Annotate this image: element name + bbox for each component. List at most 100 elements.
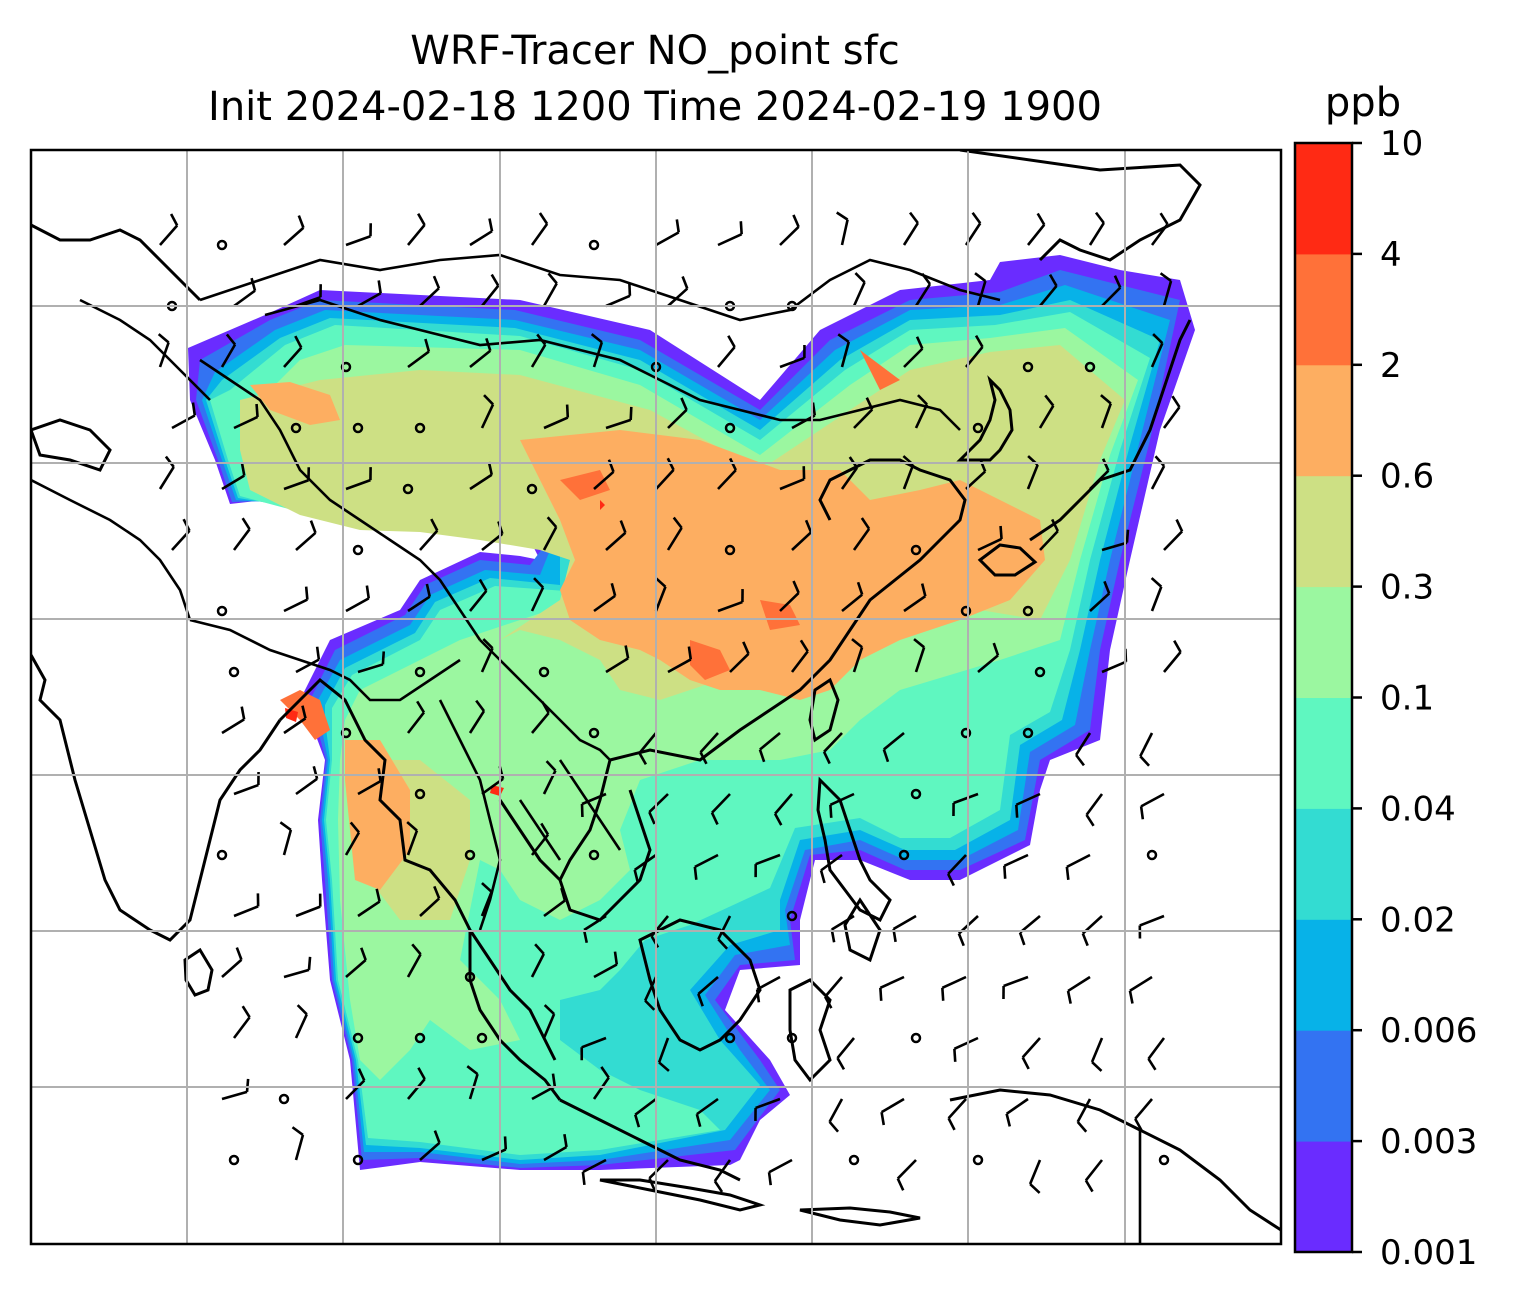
coast-taiwan — [808, 677, 840, 743]
wind-barb — [357, 280, 382, 308]
calm-wind-marker — [538, 666, 550, 678]
wind-barb — [221, 706, 246, 735]
wind-barb — [344, 821, 361, 856]
calm-wind-marker — [216, 849, 228, 861]
wind-barb — [543, 887, 567, 918]
wind-barb — [593, 582, 617, 613]
concentration-field — [188, 255, 1195, 1170]
wind-barb — [965, 458, 987, 490]
calm-wind-marker — [228, 1154, 240, 1166]
wind-barb — [977, 642, 1000, 673]
wind-barb — [717, 915, 732, 950]
wind-barb — [1134, 1098, 1153, 1131]
wind-barb — [1162, 395, 1181, 429]
wind-barb — [531, 1073, 557, 1101]
wind-barb — [419, 518, 439, 551]
colorbar-tick-label: 0.001 — [1380, 1233, 1477, 1273]
wind-barb — [407, 1067, 426, 1100]
wind-barb — [283, 467, 311, 491]
calm-wind-marker — [476, 1032, 488, 1044]
wind-barb — [1038, 394, 1055, 429]
colorbar-segment — [1295, 586, 1352, 698]
calm-wind-marker — [972, 1154, 984, 1166]
wind-barb — [779, 580, 800, 612]
wind-barb — [1162, 640, 1182, 673]
colorbar-tick-label: 0.006 — [1380, 1011, 1477, 1051]
wind-barb — [469, 461, 494, 491]
wind-barb — [283, 215, 305, 246]
wind-barb — [655, 457, 675, 490]
calm-wind-marker — [228, 666, 240, 678]
colorbar-tick-label: 0.02 — [1380, 900, 1456, 940]
wind-barb — [543, 404, 570, 430]
wind-barb — [947, 1098, 967, 1131]
wind-barb — [667, 276, 689, 307]
calm-wind-marker — [724, 544, 736, 556]
wind-barb — [1015, 792, 1041, 818]
wind-barb — [1089, 580, 1111, 612]
wind-barb — [406, 700, 426, 734]
calm-wind-marker — [910, 788, 922, 800]
wind-barb — [481, 1136, 508, 1162]
wind-barb — [977, 525, 1003, 552]
wind-barb — [582, 914, 607, 943]
coast-bay-of-bengal — [278, 677, 562, 1101]
wind-barb — [952, 792, 979, 816]
wind-barb — [851, 638, 864, 673]
wind-barb — [896, 1159, 917, 1191]
wind-barb — [1018, 915, 1041, 946]
wind-barb — [345, 223, 373, 247]
wind-barb — [667, 646, 693, 674]
calm-wind-marker — [216, 239, 228, 251]
wind-barb — [654, 577, 667, 612]
wind-barb — [693, 853, 719, 880]
wind-barb — [822, 732, 843, 765]
wind-barb — [232, 517, 251, 551]
wind-barb — [655, 219, 681, 247]
coast-malay — [468, 929, 557, 1061]
wind-barb — [1005, 1097, 1029, 1127]
chart-title-line2: Init 2024-02-18 1200 Time 2024-02-19 190… — [208, 84, 1102, 130]
wind-barb — [1026, 212, 1046, 246]
calm-wind-marker — [414, 1032, 426, 1044]
coast-central-asia — [31, 418, 112, 472]
wind-barb — [1003, 853, 1029, 879]
wind-barb — [837, 333, 851, 368]
wind-barb — [1138, 914, 1165, 939]
colorbar-segment — [1295, 808, 1352, 920]
wind-barb — [345, 1068, 366, 1100]
coast-sumatra — [559, 1098, 741, 1182]
calm-wind-marker — [972, 422, 984, 434]
wind-barb — [406, 821, 419, 856]
calm-wind-marker — [414, 666, 426, 678]
wind-barb — [1150, 455, 1166, 490]
wind-barb — [830, 914, 855, 943]
wind-barb — [406, 213, 426, 246]
wind-barb — [914, 394, 929, 429]
wind-barb — [882, 731, 905, 763]
wind-barb — [913, 638, 926, 673]
wind-barb — [233, 403, 259, 430]
calm-wind-marker — [724, 422, 736, 434]
calm-wind-marker — [216, 605, 228, 617]
calm-wind-marker — [290, 422, 302, 434]
wind-barb — [593, 459, 615, 490]
calm-wind-marker — [464, 971, 476, 983]
wind-barb — [407, 583, 431, 613]
wind-barb — [1066, 975, 1091, 1004]
border-himalaya — [189, 618, 461, 702]
wind-barb — [468, 578, 488, 612]
border-china-south — [479, 639, 611, 761]
wind-barb — [1002, 975, 1029, 999]
calm-wind-marker — [1022, 727, 1034, 739]
calm-wind-marker — [588, 239, 600, 251]
calm-wind-marker — [1022, 605, 1034, 617]
colorbar-segment — [1295, 1030, 1352, 1142]
wind-barb — [480, 882, 493, 917]
wind-barb — [773, 793, 793, 826]
calm-wind-marker — [898, 849, 910, 861]
wind-barb — [221, 947, 243, 978]
wind-barb — [657, 1037, 670, 1072]
calm-wind-marker — [414, 788, 426, 800]
